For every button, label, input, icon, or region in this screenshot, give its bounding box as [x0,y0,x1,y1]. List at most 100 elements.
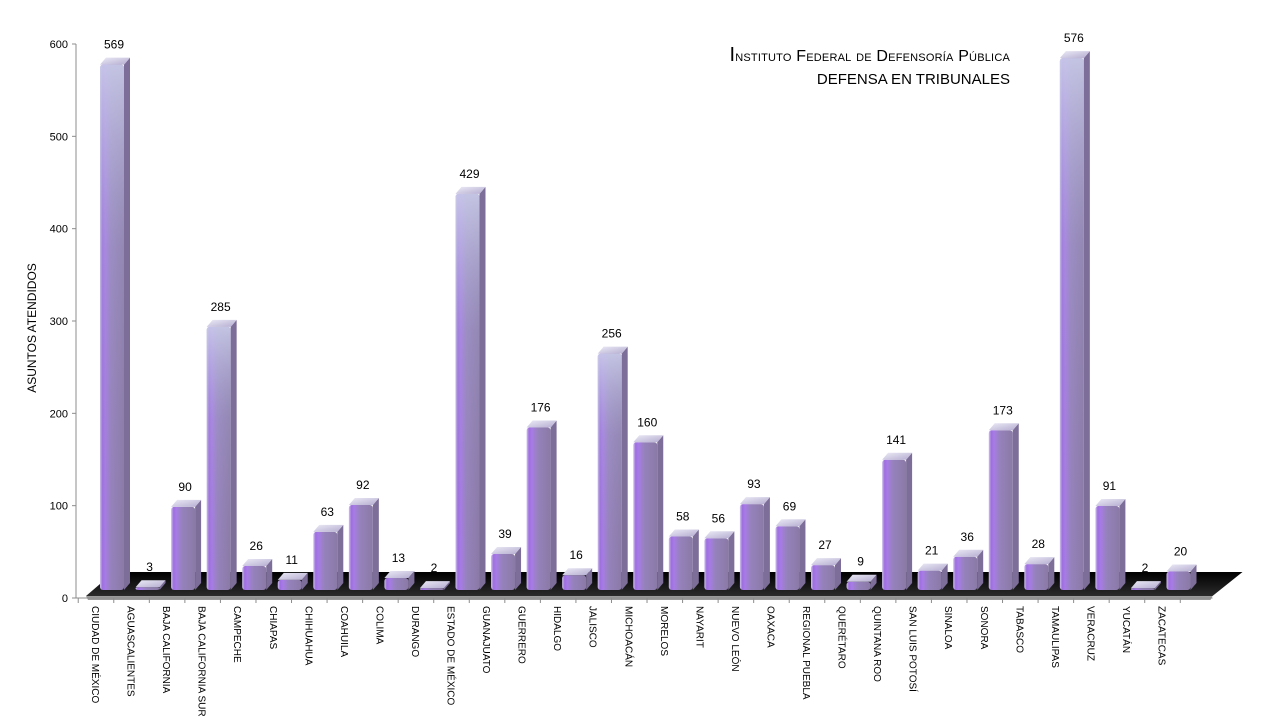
bar-side [906,452,913,590]
bar-top [1130,581,1161,589]
bar-side [230,319,237,590]
bar-top [704,531,735,539]
bar-side [1012,423,1019,590]
bar-front [633,442,658,590]
bar-top [846,574,877,582]
category-label: ESTADO DE MÉXICO [445,606,458,705]
bar-value-label: 429 [459,167,479,181]
bar [491,546,522,590]
bar-side [728,531,735,590]
bar [348,498,379,590]
bar [988,423,1019,590]
bar-value-label: 160 [637,415,657,429]
bar-top [1095,498,1126,506]
bar-top [1059,51,1090,59]
bar-front [1095,505,1120,590]
bar [633,435,664,590]
bar [1095,498,1126,590]
category-label: DURANGO [409,606,420,657]
bar-value-label: 93 [747,477,761,491]
bar-value-label: 256 [602,327,622,341]
bar [135,580,166,590]
bar [562,568,593,590]
bar-side [301,572,308,590]
bar-top [313,524,344,532]
category-label: CHIHUAHUA [302,606,313,666]
category-label: CIUDAD DE MÉXICO [89,606,102,703]
bar-side [195,499,202,590]
bar-top [171,499,202,507]
category-label: NUEVO LEÓN [729,606,742,672]
y-tick-label: 500 [50,131,68,143]
bar [668,529,699,590]
bar-value-label: 16 [569,548,583,562]
bar-side [408,570,415,590]
bar [1059,51,1090,591]
bar [171,499,202,590]
category-label: GUERRERO [516,606,527,664]
bar-value-label: 63 [321,505,335,519]
bar-side [159,580,166,590]
category-label: NAYARIT [693,606,704,648]
bar-front [917,570,942,590]
bar-front [775,526,800,590]
bar-top [419,581,450,589]
bar-top [1024,557,1055,565]
bar-value-label: 576 [1064,31,1084,45]
bar-value-label: 21 [925,544,939,558]
bar-top [739,497,770,505]
bar-value-label: 90 [178,480,192,494]
bar-top [917,563,948,571]
bar-front [1130,588,1155,590]
bar-front [313,531,338,590]
bar-side [977,549,984,590]
bar-side [763,497,770,590]
bar [597,346,628,590]
bar [206,319,237,590]
y-tick-label: 0 [62,593,68,605]
bar-top [526,420,557,428]
bar-side [1154,581,1161,590]
category-label: CAMPECHE [231,606,242,663]
bar-side [1190,564,1197,590]
bar-top [882,452,913,460]
bar-value-label: 2 [1142,561,1149,575]
bar-top [668,529,699,537]
bar-value-label: 92 [356,478,370,492]
bar-value-label: 141 [886,433,906,447]
bar-top [775,519,806,527]
bar-value-label: 9 [857,555,864,569]
bar-front [562,575,587,590]
bar [1166,564,1197,590]
bar-side [372,498,379,590]
bar-value-label: 20 [1174,545,1188,559]
bar-value-label: 11 [286,553,299,567]
y-axis-title: ASUNTOS ATENDIDOS [25,263,39,393]
bar-top [100,57,130,65]
y-tick-label: 400 [50,224,68,236]
bar [704,531,735,590]
bar-top [562,568,593,576]
bar-sheen [206,326,231,590]
bar-front [988,430,1013,590]
bar [811,558,841,590]
category-label: CHIAPAS [267,606,278,649]
category-label: COAHUILA [338,606,349,657]
category-label: OAXACA [764,606,775,648]
category-label: VERACRUZ [1084,606,1095,661]
bar [242,558,273,590]
y-tick-label: 200 [50,408,68,420]
bar-side [337,524,344,590]
bar-top [953,549,984,557]
bar-side [1083,51,1090,591]
bar-front [348,505,373,590]
bar-front [704,538,729,590]
bar-value-label: 58 [676,509,690,523]
bar-value-label: 27 [818,538,832,552]
bar-front [242,565,267,590]
category-label: REGIONAL PUEBLA [800,606,811,700]
category-label: GUANAJUATO [480,606,491,674]
category-label: YUCATÁN [1120,606,1133,653]
y-tick-label: 600 [50,39,68,51]
bar-sheen [1059,58,1084,591]
